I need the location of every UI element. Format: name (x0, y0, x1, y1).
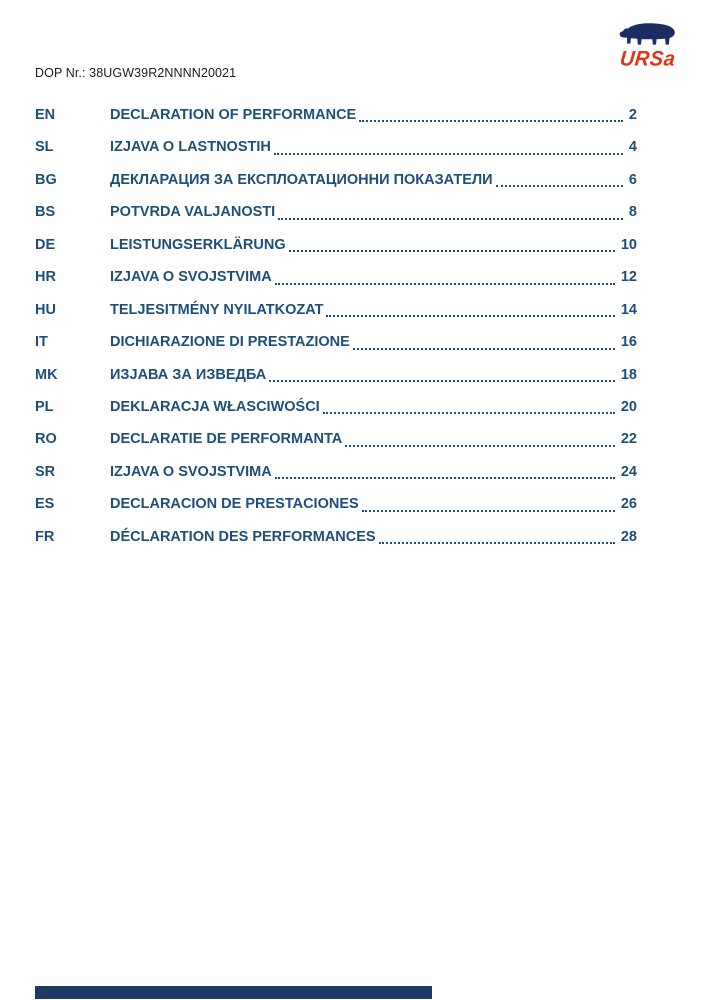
toc-language-code: SR (35, 463, 56, 480)
dop-number-text: DOP Nr.: 38UGW39R2NNNN20021 (35, 66, 237, 80)
toc-entry[interactable]: HR IZJAVA O SVOJSTVIMA 12 (35, 261, 637, 293)
toc-entry-title: DECLARATION OF PERFORMANCE (110, 107, 357, 123)
toc-language-code: EN (35, 107, 56, 123)
toc-dot-leader (376, 521, 621, 553)
toc-entry[interactable]: HU TELJESITMÉNY NYILATKOZAT 14 (35, 294, 637, 326)
toc-page-number: 20 (620, 398, 637, 415)
toc-language-code: IT (35, 334, 48, 351)
toc-language-code: DE (35, 236, 56, 253)
toc-page-number: 16 (620, 334, 637, 351)
toc-page-number: 8 (628, 204, 637, 221)
toc-dot-leader (266, 359, 621, 391)
toc-entry-title: DECLARACION DE PRESTACIONES (110, 496, 359, 513)
toc-entry[interactable]: MK ИЗЈАВА ЗА ИЗВЕДБА 18 (35, 359, 637, 391)
toc-entry[interactable]: BS POTVRDA VALJANOSTI 8 (35, 196, 637, 228)
toc-entry-title: IZJAVA O SVOJSTVIMA (110, 463, 272, 480)
toc-entry-title: ИЗЈАВА ЗА ИЗВЕДБА (110, 366, 267, 383)
toc-language-code: PL (35, 398, 54, 415)
toc-page-number: 2 (628, 107, 637, 123)
toc-entry[interactable]: ES DECLARACION DE PRESTACIONES 26 (35, 488, 637, 520)
brand-wordmark: URSa (619, 47, 677, 71)
toc-page-number: 28 (620, 528, 637, 545)
toc-language-code: RO (35, 431, 57, 448)
toc-entry-title: POTVRDA VALJANOSTI (110, 204, 276, 221)
toc-dot-leader (275, 196, 629, 228)
toc-language-code: BS (35, 204, 56, 221)
toc-entry[interactable]: DE LEISTUNGSERKLÄRUNG 10 (35, 229, 637, 261)
ursa-logo: URSa (609, 20, 687, 71)
toc-dot-leader (350, 326, 621, 358)
toc-entry-title: IZJAVA O LASTNOSTIH (110, 139, 271, 156)
toc-entry-title: LEISTUNGSERKLÄRUNG (110, 236, 286, 253)
toc-list: EN DECLARATION OF PERFORMANCE 2 SL IZJAV… (35, 99, 637, 553)
polar-bear-icon (609, 20, 687, 50)
toc-dot-leader (323, 294, 620, 326)
toc-language-code: BG (35, 171, 57, 188)
toc-entry-title: DEKLARACJA WŁASCIWOŚCI (110, 398, 320, 415)
toc-entry[interactable]: SL IZJAVA O LASTNOSTIH 4 (35, 131, 637, 163)
toc-entry-title: TELJESITMÉNY NYILATKOZAT (110, 301, 324, 318)
toc-language-code: HR (35, 269, 56, 286)
toc-language-code: HU (35, 301, 56, 318)
toc-page-number: 22 (620, 431, 637, 448)
toc-entry[interactable]: EN DECLARATION OF PERFORMANCE 2 (35, 99, 637, 131)
toc-page-number: 4 (628, 139, 637, 156)
toc-dot-leader (493, 164, 629, 196)
toc-entry[interactable]: IT DICHIARAZIONE DI PRESTAZIONE 16 (35, 326, 637, 358)
toc-entry-title: DICHIARAZIONE DI PRESTAZIONE (110, 334, 350, 351)
toc-dot-leader (356, 99, 629, 131)
footer-bar (35, 986, 432, 999)
toc-language-code: ES (35, 496, 55, 513)
toc-dot-leader (342, 423, 621, 455)
toc-entry[interactable]: FR DÉCLARATION DES PERFORMANCES 28 (35, 521, 637, 553)
toc-entry[interactable]: RO DECLARATIE DE PERFORMANTA 22 (35, 423, 637, 455)
polar-bear-shape (619, 23, 675, 45)
toc-entry-title: DÉCLARATION DES PERFORMANCES (110, 528, 376, 545)
toc-entry[interactable]: BG ДЕКЛАРАЦИЯ ЗА ЕКСПЛОАТАЦИОННИ ПОКАЗАТ… (35, 164, 637, 196)
toc-page-number: 10 (620, 236, 637, 253)
toc-dot-leader (320, 391, 621, 423)
toc-entry-title: ДЕКЛАРАЦИЯ ЗА ЕКСПЛОАТАЦИОННИ ПОКАЗАТЕЛИ (110, 171, 493, 188)
toc-page-number: 14 (620, 301, 637, 318)
toc-page-number: 24 (620, 463, 637, 480)
toc-language-code: SL (35, 139, 54, 156)
toc-page-number: 26 (620, 496, 637, 513)
toc-dot-leader (359, 488, 621, 520)
toc-entry[interactable]: SR IZJAVA O SVOJSTVIMA 24 (35, 456, 637, 488)
toc-language-code: FR (35, 528, 55, 545)
toc-language-code: MK (35, 366, 58, 383)
toc-dot-leader (272, 261, 621, 293)
toc-page-number: 12 (620, 269, 637, 286)
toc-page-number: 6 (628, 171, 637, 188)
toc-dot-leader (286, 229, 621, 261)
toc-dot-leader (272, 456, 621, 488)
toc-entry-title: IZJAVA O SVOJSTVIMA (110, 269, 272, 286)
toc-page-number: 18 (620, 366, 637, 383)
toc-dot-leader (271, 131, 629, 163)
toc-entry-title: DECLARATIE DE PERFORMANTA (110, 431, 343, 448)
toc-entry[interactable]: PL DEKLARACJA WŁASCIWOŚCI 20 (35, 391, 637, 423)
